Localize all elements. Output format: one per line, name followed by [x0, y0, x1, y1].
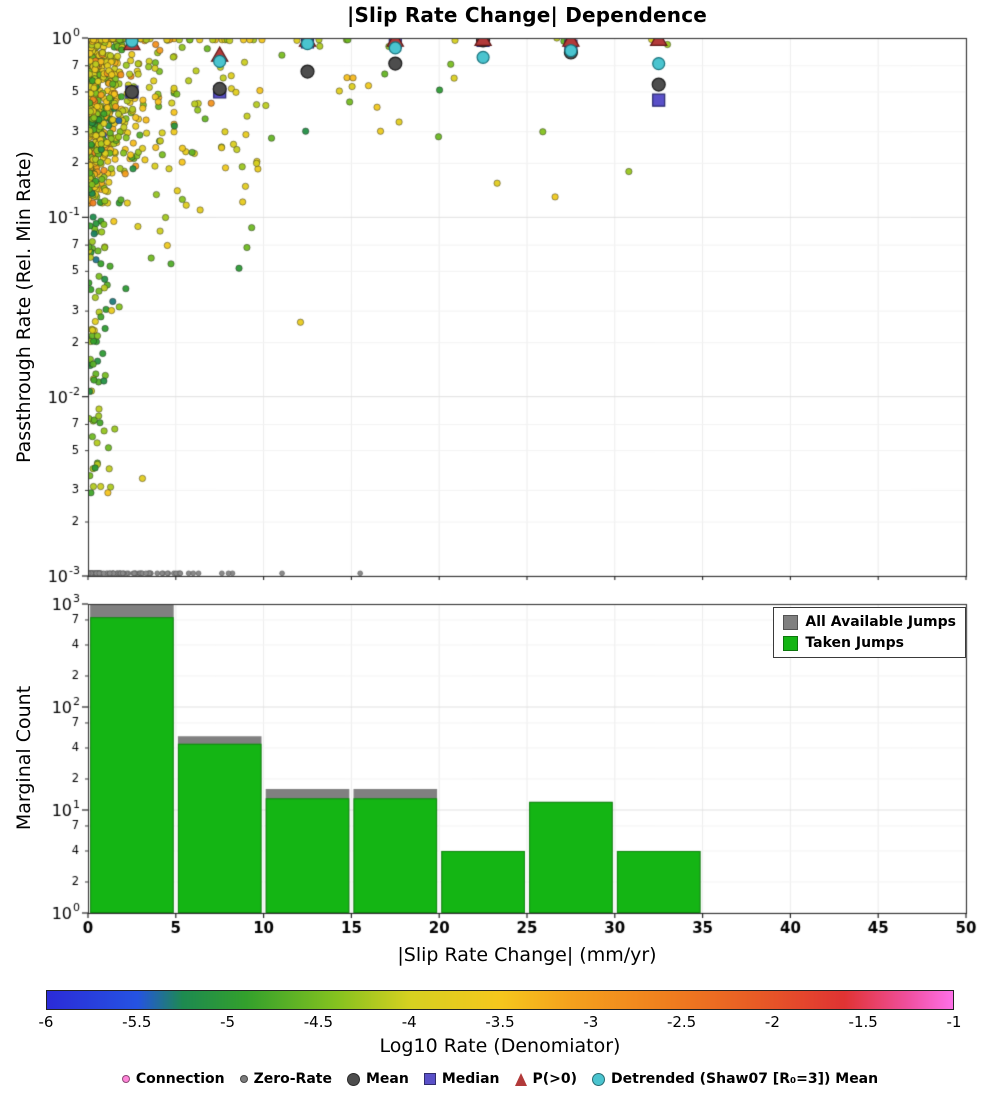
median-square-icon [423, 1073, 436, 1085]
marker-legend: Connection Zero-Rate Mean Median P(>0) Detren… [0, 1071, 1000, 1087]
marker-legend-label: P(>0) [532, 1071, 578, 1087]
legend-swatch-icon [783, 614, 799, 630]
marker-legend-item: Zero-Rate [239, 1071, 332, 1087]
zero-rate-dot-icon [239, 1075, 248, 1083]
colorbar-tick-label: -3.5 [485, 1013, 515, 1031]
colorbar-ticks: -6 -5.5 -5 -4.5 -4 -3.5 -3 -2.5 -2 -1.5 -1 [39, 1013, 962, 1033]
marker-legend-label: Median [441, 1071, 500, 1087]
marker-legend-item: Connection [121, 1071, 225, 1087]
hist-legend-label: Taken Jumps [805, 635, 905, 651]
hist-legend-label: All Available Jumps [805, 614, 956, 630]
hist-legend-item: All Available Jumps [783, 614, 956, 630]
colorbar-tick-label: -6 [38, 1013, 54, 1031]
colorbar-gradient [46, 990, 954, 1010]
x-axis-label: |Slip Rate Change| (mm/yr) [397, 944, 657, 966]
legend-swatch-icon [783, 635, 799, 651]
colorbar-tick-label: -5 [220, 1013, 236, 1031]
marker-legend-label: Zero-Rate [253, 1071, 332, 1087]
hist-legend: All Available Jumps Taken Jumps [773, 607, 966, 658]
marker-legend-label: Detrended (Shaw07 [R₀=3]) Mean [611, 1071, 879, 1087]
colorbar-tick-label: -5.5 [122, 1013, 152, 1031]
connection-dot-icon [121, 1075, 130, 1083]
scatter-y-axis-label: Passthrough Rate (Rel. Min Rate) [13, 151, 35, 463]
mean-circle-icon [346, 1072, 360, 1086]
detrended-circle-icon [592, 1072, 606, 1086]
colorbar-tick-label: -2 [764, 1013, 780, 1031]
colorbar-tick-label: -4.5 [303, 1013, 334, 1031]
colorbar-tick-label: -4 [401, 1013, 417, 1031]
colorbar-tick-label: -2.5 [666, 1013, 697, 1031]
plots-canvas [0, 0, 1000, 960]
marker-legend-label: Mean [365, 1071, 409, 1087]
hist-y-axis-label: Marginal Count [13, 685, 35, 831]
hist-legend-item: Taken Jumps [783, 635, 956, 651]
colorbar-tick-label: -1 [946, 1013, 962, 1031]
marker-legend-item: Detrended (Shaw07 [R₀=3]) Mean [592, 1071, 878, 1087]
marker-legend-item: P(>0) [514, 1071, 578, 1087]
marker-legend-label: Connection [135, 1071, 225, 1087]
colorbar-label: Log10 Rate (Denomiator) [379, 1035, 621, 1057]
marker-legend-item: Median [423, 1071, 500, 1087]
marker-legend-item: Mean [346, 1071, 409, 1087]
colorbar-tick-label: -1.5 [848, 1013, 878, 1031]
colorbar-tick-label: -3 [583, 1013, 599, 1031]
p-gt-zero-triangle-icon [514, 1072, 527, 1086]
